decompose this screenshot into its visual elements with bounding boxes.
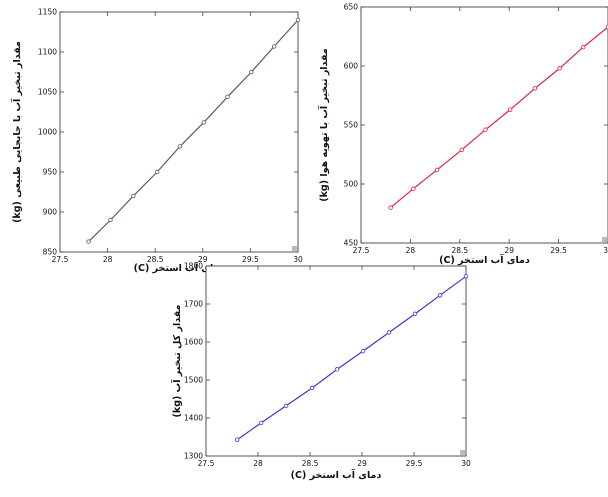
data-point	[225, 94, 230, 99]
plot-area-frame	[205, 265, 467, 457]
x-tick-label: 29	[198, 255, 208, 264]
y-tick-label: 550	[344, 121, 359, 130]
y-tick-label: 900	[43, 208, 58, 217]
resize-grip	[292, 246, 297, 251]
data-point	[463, 274, 469, 279]
x-tick-label: 29.5	[242, 255, 259, 264]
y-axis-label: مقدار کل تبخیر آب (kg)	[170, 304, 183, 417]
data-point	[483, 127, 488, 132]
x-tick-label: 28	[406, 246, 416, 255]
data-point	[258, 420, 264, 426]
y-tick-label: 950	[43, 168, 58, 177]
chart-1: 27.5 28 28.5 29 29.5 30 850 900 950 1000 1050 1100 1…	[10, 8, 303, 275]
data-point	[388, 205, 393, 210]
data-point	[360, 348, 366, 354]
series-line	[236, 275, 467, 441]
data-point	[581, 44, 586, 50]
y-tick-label: 850	[43, 248, 58, 257]
data-point	[131, 193, 136, 199]
y-tick-label: 1050	[38, 88, 57, 97]
data-point	[459, 147, 464, 152]
y-tick-label: 1600	[184, 338, 203, 347]
y-tick-label: 650	[344, 3, 359, 12]
data-point	[234, 437, 240, 442]
data-point	[437, 293, 443, 298]
data-point	[108, 217, 113, 223]
plot-area-frame	[360, 6, 608, 244]
x-tick-label: 30	[603, 246, 608, 255]
x-tick-label: 30	[461, 459, 471, 468]
data-point	[532, 86, 538, 91]
y-axis-label: مقدار تبخیر آب با تهویه هوا (kg)	[317, 48, 330, 202]
data-point	[411, 186, 416, 191]
data-point	[177, 144, 183, 149]
x-tick-label: 28.5	[302, 459, 319, 468]
x-tick-label: 28	[103, 255, 113, 264]
y-tick-label: 450	[344, 239, 359, 248]
data-point	[295, 17, 301, 23]
data-point	[412, 311, 418, 317]
x-tick-label: 29.5	[550, 246, 567, 255]
data-point	[334, 367, 340, 372]
y-tick-label: 1100	[38, 48, 57, 57]
x-tick-label: 28	[253, 459, 263, 468]
x-tick-label: 30	[293, 255, 303, 264]
data-point	[386, 330, 392, 335]
x-tick-label: 28.5	[147, 255, 164, 264]
y-axis-label: مقدار تبخیر آب با جابجایی طبیعی (kg)	[10, 41, 23, 223]
y-tick-label: 1800	[184, 262, 203, 271]
y-tick-label: 1400	[184, 414, 203, 423]
y-tick-label: 600	[344, 62, 359, 71]
data-point	[283, 403, 289, 409]
data-point	[249, 69, 254, 75]
data-point	[557, 66, 562, 71]
data-point	[309, 385, 315, 391]
y-tick-label: 1150	[38, 8, 57, 17]
data-point	[272, 44, 277, 49]
x-axis-label: دمای آب استخر (C)	[134, 261, 225, 274]
x-tick-label: 28.5	[451, 246, 468, 255]
resize-grip	[602, 237, 607, 242]
y-tick-label: 1500	[184, 376, 203, 385]
series-line	[390, 26, 608, 209]
series-line	[88, 19, 299, 243]
y-tick-label: 1700	[184, 300, 203, 309]
x-tick-label: 29	[357, 459, 367, 468]
y-tick-label: 1300	[184, 452, 203, 461]
plot-area-frame	[59, 11, 299, 253]
data-point	[434, 167, 440, 173]
x-tick-label: 29.5	[406, 459, 423, 468]
chart-2: 27.5 28 28.5 29 29.5 30 450 500 550 600 650 دمای آب…	[317, 3, 608, 266]
chart-3: 27.5 28 28.5 29 29.5 30 1300 1400 1500 1600 1700 18…	[170, 262, 471, 482]
resize-grip	[460, 450, 465, 455]
x-axis-label: دمای آب استخر (C)	[291, 468, 382, 481]
x-tick-label: 29	[504, 246, 514, 255]
x-tick-label: 27.5	[353, 246, 370, 255]
x-tick-label: 27.5	[52, 255, 69, 264]
y-tick-label: 1000	[38, 128, 57, 137]
data-point	[201, 120, 206, 125]
data-point	[507, 107, 513, 112]
data-point	[154, 169, 160, 175]
x-axis-label: دمای آب استخر (C)	[439, 253, 530, 266]
y-tick-label: 500	[344, 180, 359, 189]
data-point	[86, 239, 91, 244]
x-tick-label: 27.5	[198, 459, 215, 468]
